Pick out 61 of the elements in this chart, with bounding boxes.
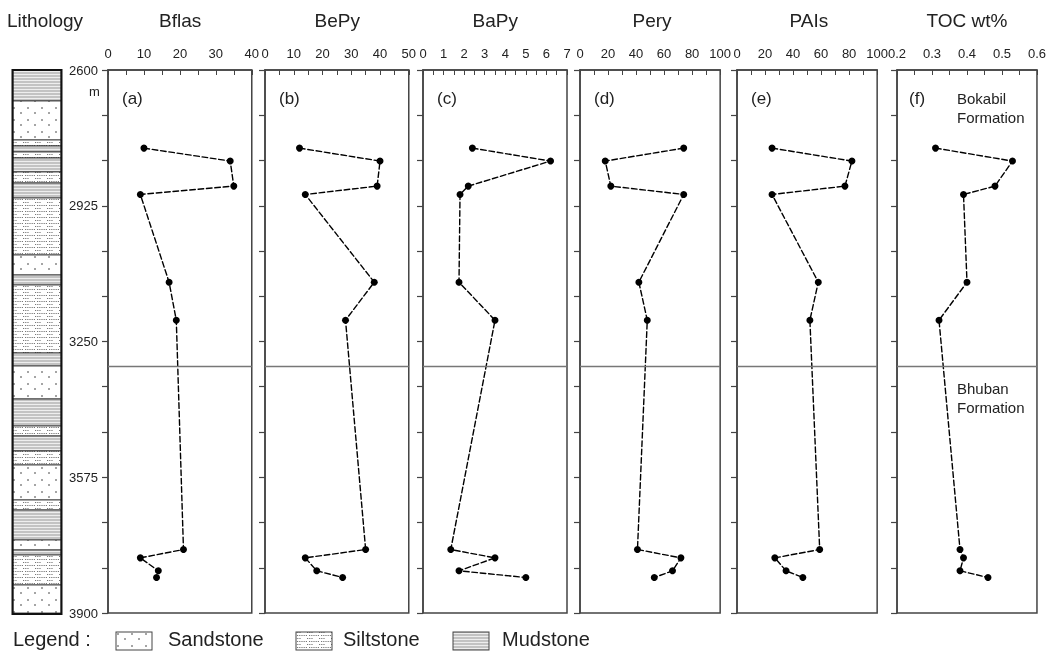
x-tick-label: 0.3 (922, 46, 942, 61)
annotation: Bokabil Formation (957, 89, 1026, 127)
x-tick-label: 0.6 (1027, 46, 1046, 61)
annotation: (b) (279, 89, 300, 109)
y-tick-label: 3575 (69, 469, 98, 485)
x-tick-label: 20 (600, 46, 616, 61)
x-tick-label: 80 (841, 46, 857, 61)
chart-title: TOC wt% (926, 10, 1008, 32)
text: Lithology (7, 10, 84, 32)
x-tick-label: 30 (344, 46, 359, 61)
chart-title: Bflas (159, 10, 202, 32)
chart-title: PAIs (789, 10, 829, 32)
x-tick-label: 100 (866, 46, 889, 61)
x-tick-label: 0.4 (957, 46, 977, 61)
x-tick-label: 3 (481, 46, 489, 61)
x-tick-label: 40 (372, 46, 388, 61)
chart-title: BePy (314, 10, 360, 32)
annotation: (e) (751, 89, 772, 109)
x-tick-label: 2 (460, 46, 468, 61)
x-tick-label: 60 (813, 46, 829, 61)
x-tick-label: 10 (136, 46, 152, 61)
x-tick-label: 40 (628, 46, 644, 61)
x-tick-label: 30 (208, 46, 224, 61)
x-tick-label: 40 (785, 46, 801, 61)
x-tick-label: 10 (286, 46, 301, 61)
x-tick-label: 80 (684, 46, 700, 61)
x-tick-label: 0 (261, 46, 269, 61)
x-tick-label: 0.5 (992, 46, 1012, 61)
x-tick-label: 1 (439, 46, 448, 61)
annotation: Bhuban Formation (957, 378, 1026, 417)
annotation: (f) (909, 89, 926, 109)
x-tick-label: 100 (709, 46, 732, 61)
x-tick-label: 40 (244, 46, 259, 61)
x-tick-label: 0 (104, 46, 112, 61)
x-tick-label: 60 (656, 46, 672, 61)
chart-title: Pery (632, 10, 672, 32)
annotation: (a) (122, 89, 143, 109)
chart-title: BaPy (472, 10, 518, 32)
y-tick-label: 2925 (69, 198, 98, 214)
annotation: (c) (437, 89, 457, 109)
y-axis-title: m (89, 84, 100, 99)
text: Siltstone (343, 628, 420, 651)
x-tick-label: 20 (757, 46, 773, 61)
text: Legend : (13, 628, 91, 651)
text: Sandstone (168, 628, 264, 651)
x-tick-label: 50 (401, 46, 416, 61)
x-tick-label: 0.2 (888, 46, 907, 61)
text: Mudstone (502, 628, 590, 651)
x-tick-label: 0 (419, 46, 427, 61)
y-tick-label: 3250 (69, 334, 98, 349)
x-tick-label: 0 (576, 46, 584, 61)
x-tick-label: 4 (501, 46, 509, 61)
y-tick-label: 2600 (69, 62, 98, 78)
x-tick-label: 6 (542, 46, 551, 61)
x-tick-label: 20 (315, 46, 330, 61)
x-tick-label: 7 (563, 46, 571, 61)
annotation: (d) (594, 89, 615, 109)
x-tick-label: 0 (733, 46, 741, 61)
x-tick-label: 20 (172, 46, 188, 61)
y-tick-label: 3900 (69, 605, 98, 621)
x-tick-label: 5 (522, 46, 530, 61)
